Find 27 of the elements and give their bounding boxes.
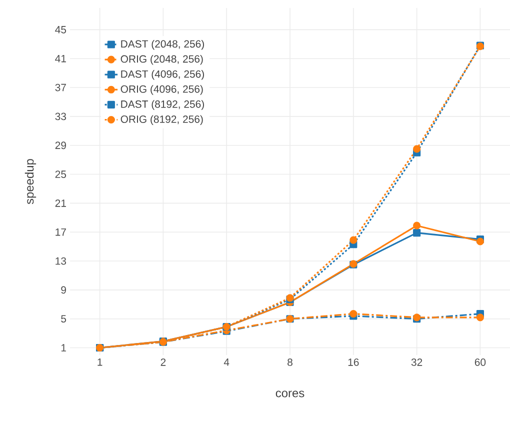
legend-label: ORIG (8192, 256) bbox=[120, 115, 203, 125]
legend-label: DAST (2048, 256) bbox=[121, 40, 204, 50]
y-axis-title: speedup bbox=[24, 159, 36, 204]
legend-label: ORIG (4096, 256) bbox=[120, 85, 203, 95]
y-tick-label: 25 bbox=[55, 170, 66, 178]
y-tick-label: 37 bbox=[55, 84, 66, 92]
x-tick-label: 32 bbox=[411, 358, 422, 366]
x-tick-label: 4 bbox=[224, 358, 230, 366]
y-tick-label: 21 bbox=[55, 200, 66, 207]
y-tick-label: 45 bbox=[55, 26, 66, 34]
legend-label: ORIG (2048, 256) bbox=[120, 55, 203, 65]
y-tick-label: 9 bbox=[61, 286, 66, 294]
x-tick-label: 8 bbox=[288, 358, 292, 366]
y-tick-label: 1 bbox=[61, 344, 66, 352]
x-tick-label: 1 bbox=[98, 358, 102, 366]
y-tick-label: 29 bbox=[55, 142, 66, 150]
x-tick-label: 60 bbox=[474, 358, 486, 366]
y-tick-label: 13 bbox=[56, 257, 66, 265]
legend-label: DAST (8192, 256) bbox=[121, 100, 204, 110]
y-tick-label: 33 bbox=[55, 112, 66, 120]
y-tick-label: 5 bbox=[61, 315, 66, 323]
x-tick-label: 16 bbox=[348, 358, 359, 366]
y-tick-label: 41 bbox=[55, 55, 66, 62]
x-tick-label: 2 bbox=[160, 358, 166, 366]
x-axis-title: cores bbox=[276, 390, 304, 398]
y-tick-label: 17 bbox=[56, 228, 66, 236]
legend-label: DAST (4096, 256) bbox=[121, 70, 204, 80]
